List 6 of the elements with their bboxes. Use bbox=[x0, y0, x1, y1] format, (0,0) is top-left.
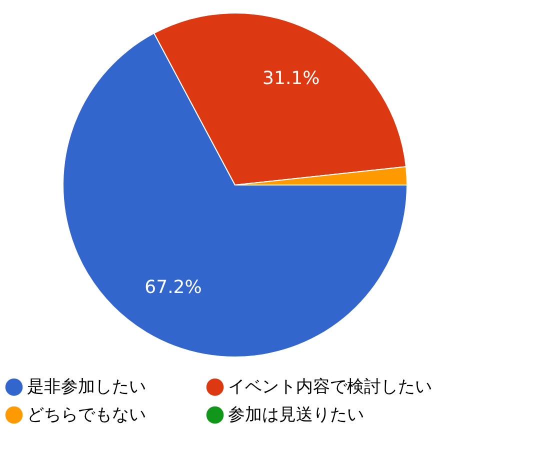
legend-label: 是非参加したい bbox=[27, 377, 146, 398]
legend-label: どちらでもない bbox=[27, 405, 146, 425]
data-label: 31.1% bbox=[262, 68, 320, 89]
legend-label: 参加は見送りたい bbox=[228, 405, 364, 425]
legend-label: イベント内容で検討したい bbox=[228, 377, 432, 398]
data-label: 67.2% bbox=[144, 276, 202, 298]
